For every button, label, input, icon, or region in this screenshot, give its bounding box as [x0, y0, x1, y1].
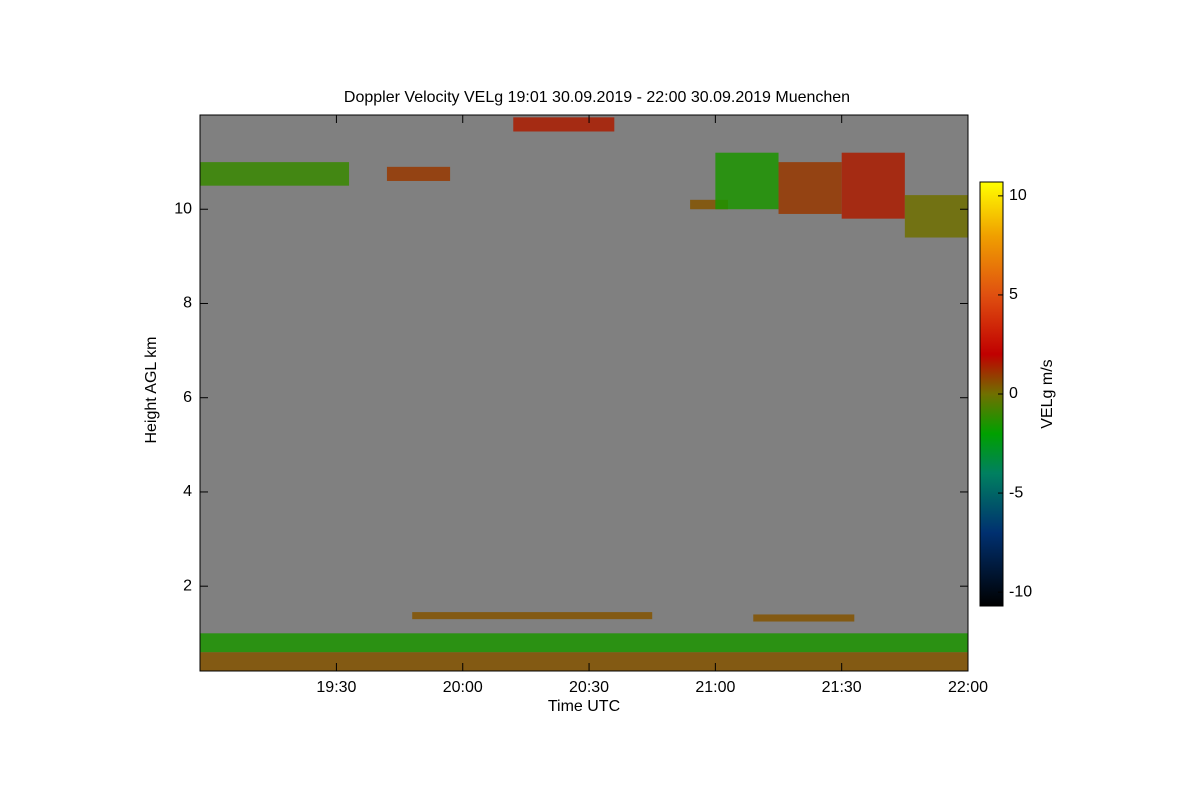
y-tick-label: 2: [183, 577, 192, 594]
heatmap-cell: [690, 199, 728, 210]
chart-title: Doppler Velocity VELg 19:01 30.09.2019 -…: [344, 89, 850, 106]
heatmap-cell: [200, 162, 350, 186]
heatmap-cell: [904, 195, 968, 238]
heatmap-cell: [386, 166, 451, 181]
colorbar-tick-label: 0: [1009, 385, 1018, 402]
x-axis-label: Time UTC: [548, 698, 620, 715]
x-tick-label: 20:00: [443, 679, 483, 696]
y-tick-label: 6: [183, 389, 192, 406]
colorbar-tick-label: 5: [1009, 286, 1018, 303]
y-tick-label: 8: [183, 295, 192, 312]
heatmap-cell: [841, 152, 905, 219]
heatmap-cell: [753, 614, 855, 622]
heatmap-cell: [513, 117, 615, 132]
heatmap-cell: [200, 633, 968, 653]
colorbar-tick-label: -5: [1009, 484, 1023, 501]
plot-frame: [199, 114, 969, 672]
x-tick-label: 22:00: [948, 679, 988, 696]
x-tick-label: 19:30: [316, 679, 356, 696]
colorbar-label: VELg m/s: [1039, 359, 1056, 428]
heatmap-cell: [778, 162, 842, 214]
colorbar-tick-label: -10: [1009, 583, 1032, 600]
y-tick-label: 4: [183, 483, 192, 500]
x-tick-label: 20:30: [569, 679, 609, 696]
colorbar-tick-label: 10: [1009, 187, 1027, 204]
y-axis-label: Height AGL km: [143, 336, 160, 443]
x-tick-label: 21:00: [695, 679, 735, 696]
heatmap-cell: [200, 652, 968, 671]
heatmap-cell: [412, 612, 653, 620]
heatmap-cell: [715, 152, 779, 210]
y-tick-label: 10: [174, 200, 192, 217]
x-tick-label: 21:30: [822, 679, 862, 696]
